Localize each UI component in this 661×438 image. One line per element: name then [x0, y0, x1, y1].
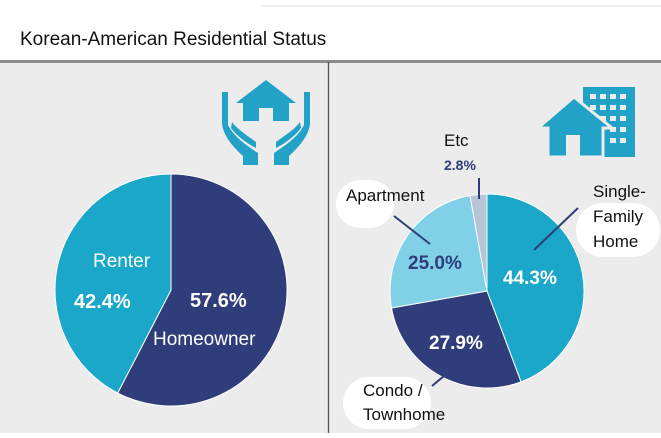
slice-value-homeowner: 57.6% [190, 290, 247, 312]
hands-holding-house-icon [222, 80, 310, 165]
slice-label-etc: Etc [444, 131, 469, 150]
slice-label-condo: Condo / [363, 381, 423, 400]
page-title: Korean-American Residential Status [20, 29, 326, 50]
pie-slice-condo-townhome [390, 290, 522, 389]
slice-label-condo: Townhome [363, 405, 445, 424]
header-bottom-rule [0, 60, 661, 63]
slice-label-homeowner: Homeowner [153, 329, 256, 350]
pie-slice-single-family-home [486, 193, 585, 383]
leader-line-condo [431, 349, 476, 387]
pie-chart-tenure [54, 173, 288, 407]
label-bubble-single-family [576, 203, 660, 257]
slice-value-condo: 27.9% [429, 333, 483, 354]
slice-value-renter: 42.4% [74, 291, 131, 313]
slice-label-single-family: Home [593, 232, 638, 251]
slice-label-apartment: Apartment [346, 186, 425, 205]
pie-slice-renter [54, 173, 172, 394]
pie-slice-homeowner [117, 173, 288, 407]
chart-labels: Renter 42.4% 57.6% Homeowner Etc 2.8% Apartmen… [74, 131, 660, 429]
slice-label-single-family: Family [593, 207, 644, 226]
house-with-building-icon [533, 87, 635, 159]
label-bubble-condo [343, 377, 431, 429]
pie-chart-housing-type [389, 193, 585, 389]
leader-line-apartment [393, 215, 431, 245]
slice-label-single-family: Single- [593, 182, 646, 201]
slice-label-renter: Renter [93, 251, 151, 272]
leader-line-single-family [533, 207, 579, 251]
label-bubble-apartment [336, 180, 394, 228]
slice-value-apartment: 25.0% [408, 253, 462, 274]
pie-slice-apartment [389, 194, 488, 309]
header-background [0, 0, 661, 62]
slice-value-etc: 2.8% [444, 157, 476, 173]
slice-value-single-family: 44.3% [503, 268, 557, 289]
